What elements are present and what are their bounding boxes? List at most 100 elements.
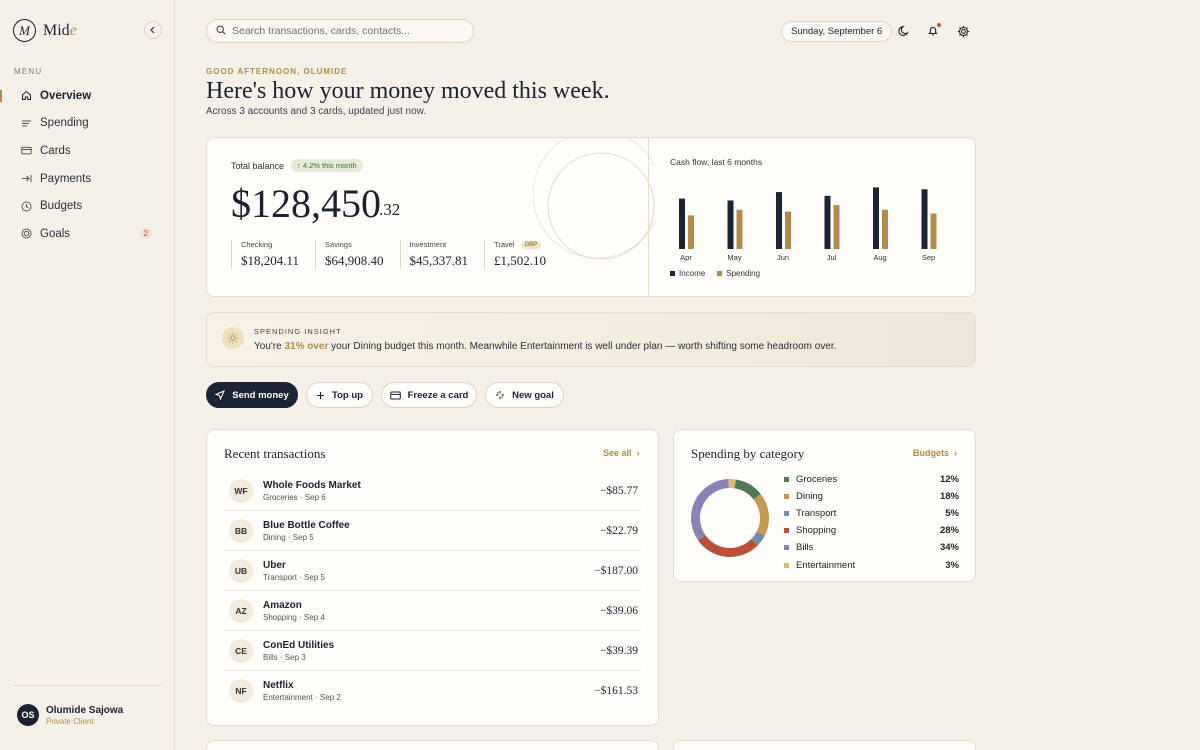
goals-count-badge: 2 <box>139 227 152 239</box>
arrow-in-icon <box>20 173 32 185</box>
chevron-right-icon: › <box>954 448 957 458</box>
transaction-meta: Transport · Sep 5 <box>263 572 325 582</box>
bar-income-apr <box>679 198 685 249</box>
donut-slice-groceries <box>734 479 761 500</box>
category-row-bills[interactable]: Bills 34% <box>784 539 959 556</box>
transaction-amount: −$161.53 <box>594 685 638 697</box>
table-row[interactable]: BB Blue Bottle Coffee Dining · Sep 5 −$22… <box>224 511 641 551</box>
plus-icon <box>317 391 325 399</box>
sidebar-item-label: Spending <box>40 117 89 130</box>
category-legend: Groceries 12% Dining 18% Transport 5% Shopp… <box>784 471 959 574</box>
category-donut-chart <box>691 479 769 557</box>
page-title: Here's how your money moved this week. <box>206 78 610 104</box>
category-row-entertainment[interactable]: Entertainment 3% <box>784 556 959 573</box>
account-value: £1,502.10 <box>494 253 547 268</box>
brand-logo[interactable]: M Mide <box>13 19 77 42</box>
sidebar-item-label: Cards <box>40 144 71 157</box>
panel-title: Recent transactions <box>224 446 326 461</box>
category-percent: 18% <box>939 491 959 503</box>
table-row[interactable]: CE ConEd Utilities Bills · Sep 3 −$39.39 <box>224 631 641 671</box>
sparkle-icon <box>496 391 505 399</box>
insight-text: You're 31% over your Dining budget this … <box>254 341 837 352</box>
account-checking[interactable]: Checking $18,204.11 <box>231 240 299 269</box>
bar-spending-sep <box>930 213 937 249</box>
send-money-button[interactable]: Send money <box>206 382 298 408</box>
transaction-amount: −$39.06 <box>599 604 638 617</box>
category-percent: 5% <box>945 508 959 520</box>
merchant-name: ConEd Utilities <box>263 639 335 651</box>
category-row-shopping[interactable]: Shopping 28% <box>784 522 959 539</box>
legend-spending: Spending <box>717 269 760 278</box>
budgets-link[interactable]: Budgets › <box>913 448 957 458</box>
sidebar-item-spending[interactable]: Spending <box>0 110 174 138</box>
transaction-amount: −$22.79 <box>599 524 638 537</box>
account-value: $18,204.11 <box>241 253 300 268</box>
search-icon <box>216 22 226 40</box>
donut-slice-shopping <box>697 534 758 557</box>
theme-toggle-button[interactable] <box>897 24 911 38</box>
sidebar-item-budgets[interactable]: Budgets <box>0 192 174 220</box>
notifications-button[interactable] <box>926 23 941 38</box>
user-profile[interactable]: OS Olumide Sajowa Private Client <box>17 704 123 726</box>
account-label: Travel GBP <box>494 240 546 249</box>
spending-by-category-panel: Spending by category Budgets › Groceries 1… <box>673 429 976 582</box>
transaction-amount: −$39.39 <box>599 644 638 657</box>
transaction-meta: Dining · Sep 5 <box>263 532 314 542</box>
search-input[interactable] <box>232 25 462 37</box>
merchant-name: Blue Bottle Coffee <box>263 519 350 531</box>
table-row[interactable]: NF Netflix Entertainment · Sep 2 −$161.53 <box>224 671 641 711</box>
merchant-avatar: WF <box>229 478 253 503</box>
x-tick-label: Jul <box>827 253 837 262</box>
see-all-link[interactable]: See all › <box>603 448 640 458</box>
sidebar-item-label: Overview <box>40 89 92 102</box>
category-row-groceries[interactable]: Groceries 12% <box>784 471 959 488</box>
transaction-meta: Groceries · Sep 6 <box>263 492 326 502</box>
account-savings[interactable]: Savings $64,908.40 <box>315 240 384 269</box>
table-row[interactable]: AZ Amazon Shopping · Sep 4 −$39.06 <box>224 591 641 631</box>
account-summary: Checking $18,204.11 Savings $64,908.40 I… <box>231 240 562 269</box>
bar-spending-may <box>736 209 743 249</box>
total-balance-amount: $128,450 <box>231 181 381 226</box>
card-icon <box>20 145 32 157</box>
bar-spending-jun <box>785 211 791 249</box>
sidebar-item-payments[interactable]: Payments <box>0 165 174 193</box>
top-up-button[interactable]: Top up <box>306 382 373 408</box>
sidebar-item-overview[interactable]: Overview <box>0 82 174 110</box>
currency-tag: GBP <box>520 240 542 249</box>
next-panel-stub <box>206 740 659 750</box>
table-row[interactable]: UB Uber Transport · Sep 5 −$187.00 <box>224 551 641 591</box>
settings-button[interactable] <box>956 24 970 38</box>
bar-spending-apr <box>688 215 694 249</box>
page-subtitle: Across 3 accounts and 3 cards, updated j… <box>206 106 427 117</box>
sidebar-item-cards[interactable]: Cards <box>0 137 174 165</box>
collapse-sidebar-button[interactable] <box>144 21 162 39</box>
category-row-dining[interactable]: Dining 18% <box>784 488 959 505</box>
chart-legend: Income Spending <box>670 269 760 278</box>
merchant-name: Netflix <box>263 680 294 691</box>
card-icon <box>389 391 401 399</box>
sidebar-item-goals[interactable]: Goals 2 <box>0 220 174 248</box>
list-icon <box>20 117 32 129</box>
card-divider <box>648 138 649 296</box>
merchant-avatar: AZ <box>229 598 253 623</box>
merchant-avatar: BB <box>229 518 253 543</box>
recent-transactions-panel: Recent transactions See all › WF Whole Fo… <box>206 429 659 726</box>
account-value: $64,908.40 <box>325 253 384 268</box>
transaction-amount: −$85.77 <box>599 484 638 497</box>
x-tick-label: Apr <box>680 253 692 262</box>
merchant-name: Amazon <box>263 599 302 611</box>
gear-icon <box>957 25 969 37</box>
category-row-transport[interactable]: Transport 5% <box>784 505 959 522</box>
table-row[interactable]: WF Whole Foods Market Groceries · Sep 6 −… <box>224 471 641 511</box>
user-name: Olumide Sajowa <box>46 704 124 716</box>
transaction-meta: Entertainment · Sep 2 <box>263 693 341 702</box>
next-panel-stub <box>673 740 976 750</box>
sidebar-item-label: Goals <box>40 227 71 240</box>
new-goal-button[interactable]: New goal <box>485 382 564 408</box>
freeze-card-button[interactable]: Freeze a card <box>381 382 477 408</box>
moon-icon <box>898 25 909 37</box>
account-travel[interactable]: Travel GBP £1,502.10 <box>484 240 546 269</box>
merchant-avatar: CE <box>229 638 253 663</box>
account-investment[interactable]: Investment $45,337.81 <box>399 240 468 269</box>
transaction-list: WF Whole Foods Market Groceries · Sep 6 −… <box>224 471 641 711</box>
